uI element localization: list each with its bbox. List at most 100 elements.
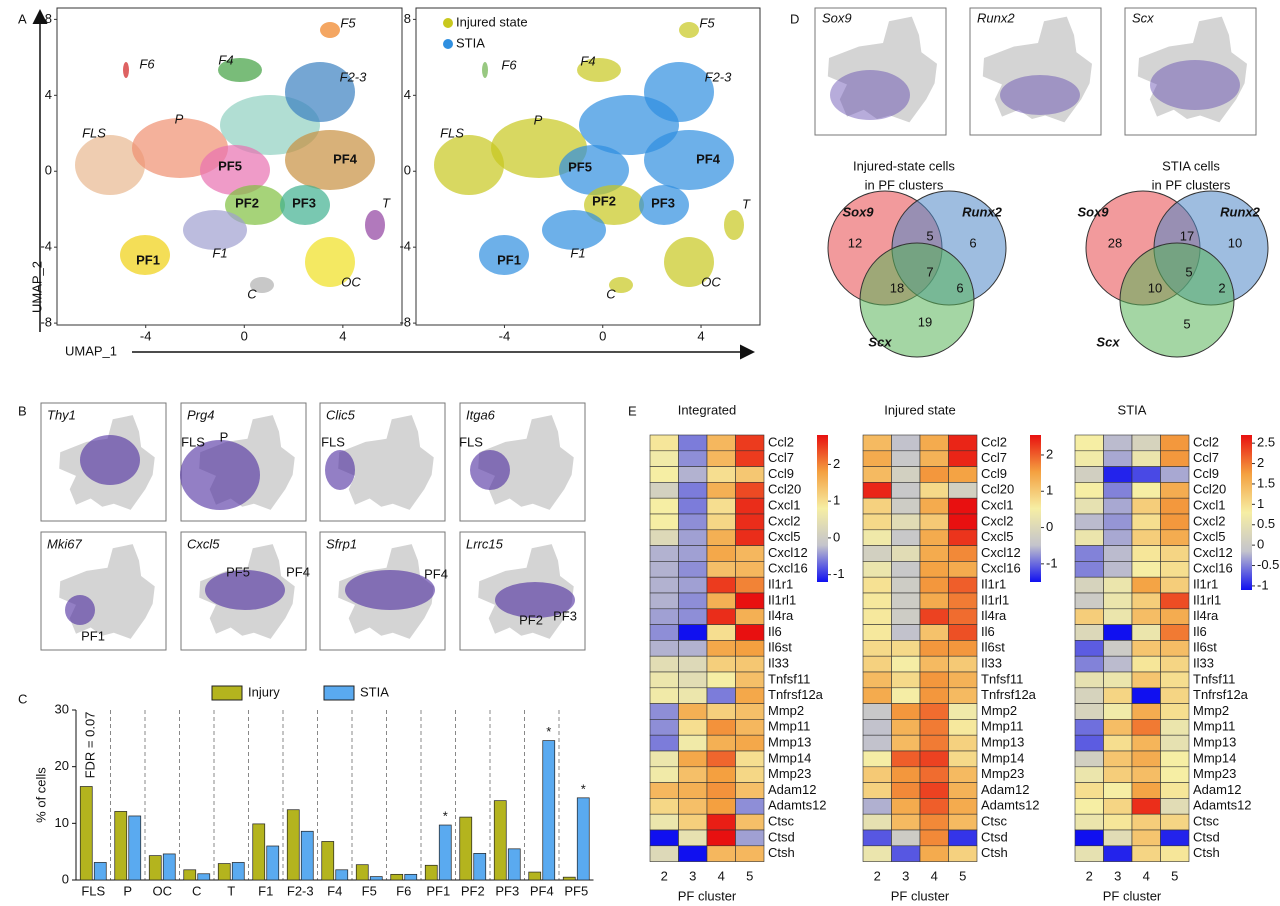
significance-marker: *	[581, 781, 586, 796]
gene-name: Prg4	[187, 407, 214, 422]
heatmap-title: STIA	[1118, 402, 1147, 417]
x-tick-label: FLS	[81, 883, 105, 898]
row-label: Cxcl5	[768, 529, 801, 544]
heatmap-cell	[862, 750, 892, 768]
heatmap-cell	[1131, 640, 1161, 657]
venn-set	[859, 242, 975, 358]
heatmap-cell	[678, 734, 708, 752]
venn-set-label: Runx2	[962, 204, 1003, 219]
row-label: Adam12	[1193, 782, 1241, 797]
column-label: 3	[689, 868, 696, 883]
heatmap-cell	[919, 734, 949, 752]
cluster-label: PF4	[333, 151, 358, 166]
venn-count: 5	[1185, 264, 1192, 279]
cluster-label: F4	[580, 53, 595, 68]
heatmap-cell	[1103, 545, 1133, 562]
row-label: Cxcl2	[1193, 513, 1226, 528]
cell-cluster	[609, 277, 633, 293]
heatmap-cell	[735, 624, 765, 641]
venn-set	[1119, 242, 1235, 358]
venn-count: 10	[1148, 280, 1162, 295]
row-label: Cxcl16	[981, 561, 1021, 576]
heatmap-cell	[948, 624, 978, 641]
heatmap-cell	[1160, 655, 1190, 673]
region-label: PF4	[286, 564, 310, 579]
heatmap-cell	[678, 829, 708, 847]
heatmap-cell	[1103, 434, 1133, 452]
cluster-label: PF3	[651, 195, 675, 210]
cluster-label: PF3	[292, 195, 316, 210]
heatmap-cell	[678, 798, 708, 815]
cell-cluster	[200, 145, 270, 195]
heatmap-cell	[1074, 466, 1104, 483]
heatmap-cell	[862, 450, 892, 467]
heatmap-cell	[862, 561, 892, 578]
gene-name: Sox9	[822, 10, 852, 25]
heatmap-cell	[919, 482, 949, 499]
row-label: Mmp11	[768, 719, 810, 734]
heatmap-cell	[735, 655, 765, 673]
cluster-label: F5	[340, 15, 356, 30]
heatmap-cell	[706, 687, 736, 704]
heatmap-cell	[1103, 687, 1133, 704]
column-label: 3	[1114, 868, 1121, 883]
heatmap-cell	[1074, 766, 1104, 783]
heatmap-cell	[919, 703, 949, 720]
heatmap-cell	[649, 671, 679, 689]
row-label: Il6st	[768, 640, 792, 655]
venn-count: 5	[926, 228, 933, 243]
y-tick-label: 10	[55, 815, 69, 830]
row-label: Ccl7	[768, 450, 794, 465]
x-tick-label: P	[123, 883, 132, 898]
y-tick-label: 0	[45, 163, 52, 178]
cluster-label: F6	[501, 57, 517, 72]
heatmap-cell	[1074, 592, 1104, 610]
venn-count: 18	[890, 280, 904, 295]
cluster-label: OC	[701, 274, 721, 289]
venn-count: 17	[1180, 228, 1194, 243]
row-label: Ccl2	[1193, 434, 1219, 449]
expression-patch	[80, 435, 140, 485]
heatmap-cell	[1131, 576, 1161, 594]
heatmap-cell	[706, 798, 736, 815]
region-label: PF4	[424, 566, 448, 581]
row-label: Adam12	[768, 782, 816, 797]
x-tick-label: PF3	[495, 883, 519, 898]
column-label: 5	[1171, 868, 1178, 883]
row-label: Cxcl1	[981, 498, 1014, 513]
heatmap-cell	[735, 466, 765, 483]
panel-label: B	[18, 403, 27, 418]
heatmap-cell	[862, 466, 892, 483]
heatmap-cell	[706, 576, 736, 594]
heatmap-cell	[919, 813, 949, 831]
cluster-label: F6	[139, 56, 155, 71]
heatmap-cell	[678, 719, 708, 736]
heatmap-cell	[1103, 782, 1133, 799]
heatmap-cell	[891, 829, 921, 847]
legend-marker	[443, 39, 453, 49]
expression-patch	[830, 70, 910, 120]
heatmap-cell	[1103, 671, 1133, 689]
heatmap-cell	[706, 592, 736, 610]
heatmap-cell	[649, 782, 679, 799]
row-label: Ccl9	[768, 466, 794, 481]
x-tick-label: 0	[599, 328, 606, 343]
cell-cluster	[559, 145, 629, 195]
heatmap-cell	[1074, 813, 1104, 831]
bar	[493, 800, 507, 881]
heatmap-cell	[1160, 782, 1190, 799]
heatmap-cell	[891, 608, 921, 625]
heatmap-cell	[1160, 608, 1190, 625]
expression-patch	[65, 595, 95, 625]
heatmap-cell	[678, 576, 708, 594]
heatmap-cell	[649, 829, 679, 847]
cell-cluster	[365, 210, 385, 240]
heatmap-cell	[1131, 655, 1161, 673]
heatmap-cell	[678, 450, 708, 467]
row-label: Il6st	[1193, 640, 1217, 655]
heatmap-cell	[678, 687, 708, 704]
heatmap-cell	[948, 497, 978, 515]
row-label: Mmp23	[1193, 766, 1236, 781]
row-label: Adam12	[981, 782, 1029, 797]
heatmap-cell	[891, 750, 921, 768]
